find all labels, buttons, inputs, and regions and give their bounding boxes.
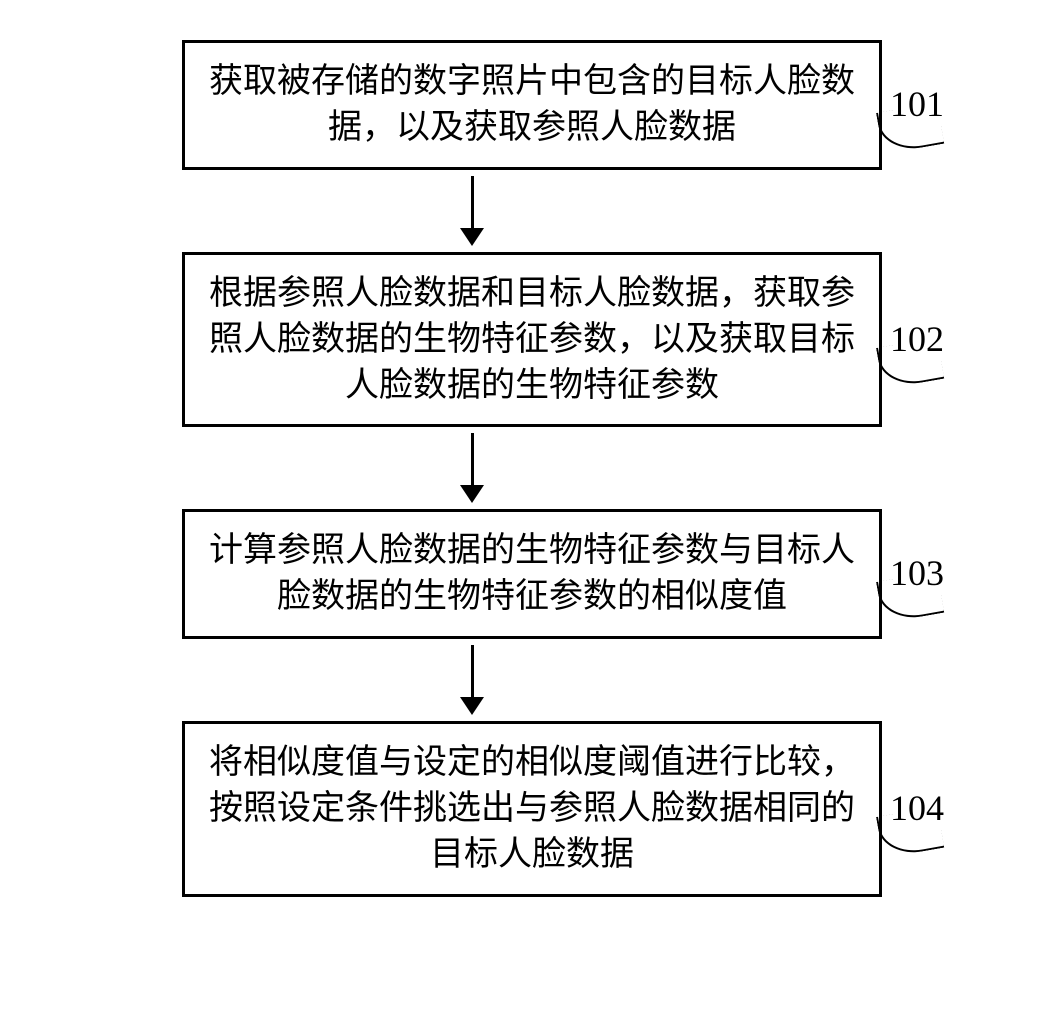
flowchart-container: 获取被存储的数字照片中包含的目标人脸数据，以及获取参照人脸数据 101 根据参照… [82, 40, 982, 897]
step-103-text: 计算参照人脸数据的生物特征参数与目标人脸数据的生物特征参数的相似度值 [209, 532, 855, 615]
step-102-label: 102 [890, 318, 944, 360]
step-101-label: 101 [890, 83, 944, 125]
step-101-box: 获取被存储的数字照片中包含的目标人脸数据，以及获取参照人脸数据 [182, 40, 882, 170]
step-104-row: 将相似度值与设定的相似度阈值进行比较，按照设定条件挑选出与参照人脸数据相同的目标… [82, 721, 982, 897]
step-102-row: 根据参照人脸数据和目标人脸数据，获取参照人脸数据的生物特征参数，以及获取目标人脸… [82, 252, 982, 428]
step-101-row: 获取被存储的数字照片中包含的目标人脸数据，以及获取参照人脸数据 101 [82, 40, 982, 170]
arrow-103-104 [460, 645, 484, 715]
step-104-box: 将相似度值与设定的相似度阈值进行比较，按照设定条件挑选出与参照人脸数据相同的目标… [182, 721, 882, 897]
step-102-text: 根据参照人脸数据和目标人脸数据，获取参照人脸数据的生物特征参数，以及获取目标人脸… [209, 275, 855, 404]
step-101-text: 获取被存储的数字照片中包含的目标人脸数据，以及获取参照人脸数据 [209, 63, 855, 146]
step-103-row: 计算参照人脸数据的生物特征参数与目标人脸数据的生物特征参数的相似度值 103 [82, 509, 982, 639]
step-104-label: 104 [890, 787, 944, 829]
arrow-shaft [471, 645, 474, 697]
arrow-head-icon [460, 697, 484, 715]
arrow-head-icon [460, 228, 484, 246]
arrow-101-102 [460, 176, 484, 246]
arrow-head-icon [460, 485, 484, 503]
step-102-box: 根据参照人脸数据和目标人脸数据，获取参照人脸数据的生物特征参数，以及获取目标人脸… [182, 252, 882, 428]
arrow-shaft [471, 176, 474, 228]
step-104-text: 将相似度值与设定的相似度阈值进行比较，按照设定条件挑选出与参照人脸数据相同的目标… [209, 744, 855, 873]
arrow-102-103 [460, 433, 484, 503]
arrow-shaft [471, 433, 474, 485]
step-103-box: 计算参照人脸数据的生物特征参数与目标人脸数据的生物特征参数的相似度值 [182, 509, 882, 639]
step-103-label: 103 [890, 552, 944, 594]
